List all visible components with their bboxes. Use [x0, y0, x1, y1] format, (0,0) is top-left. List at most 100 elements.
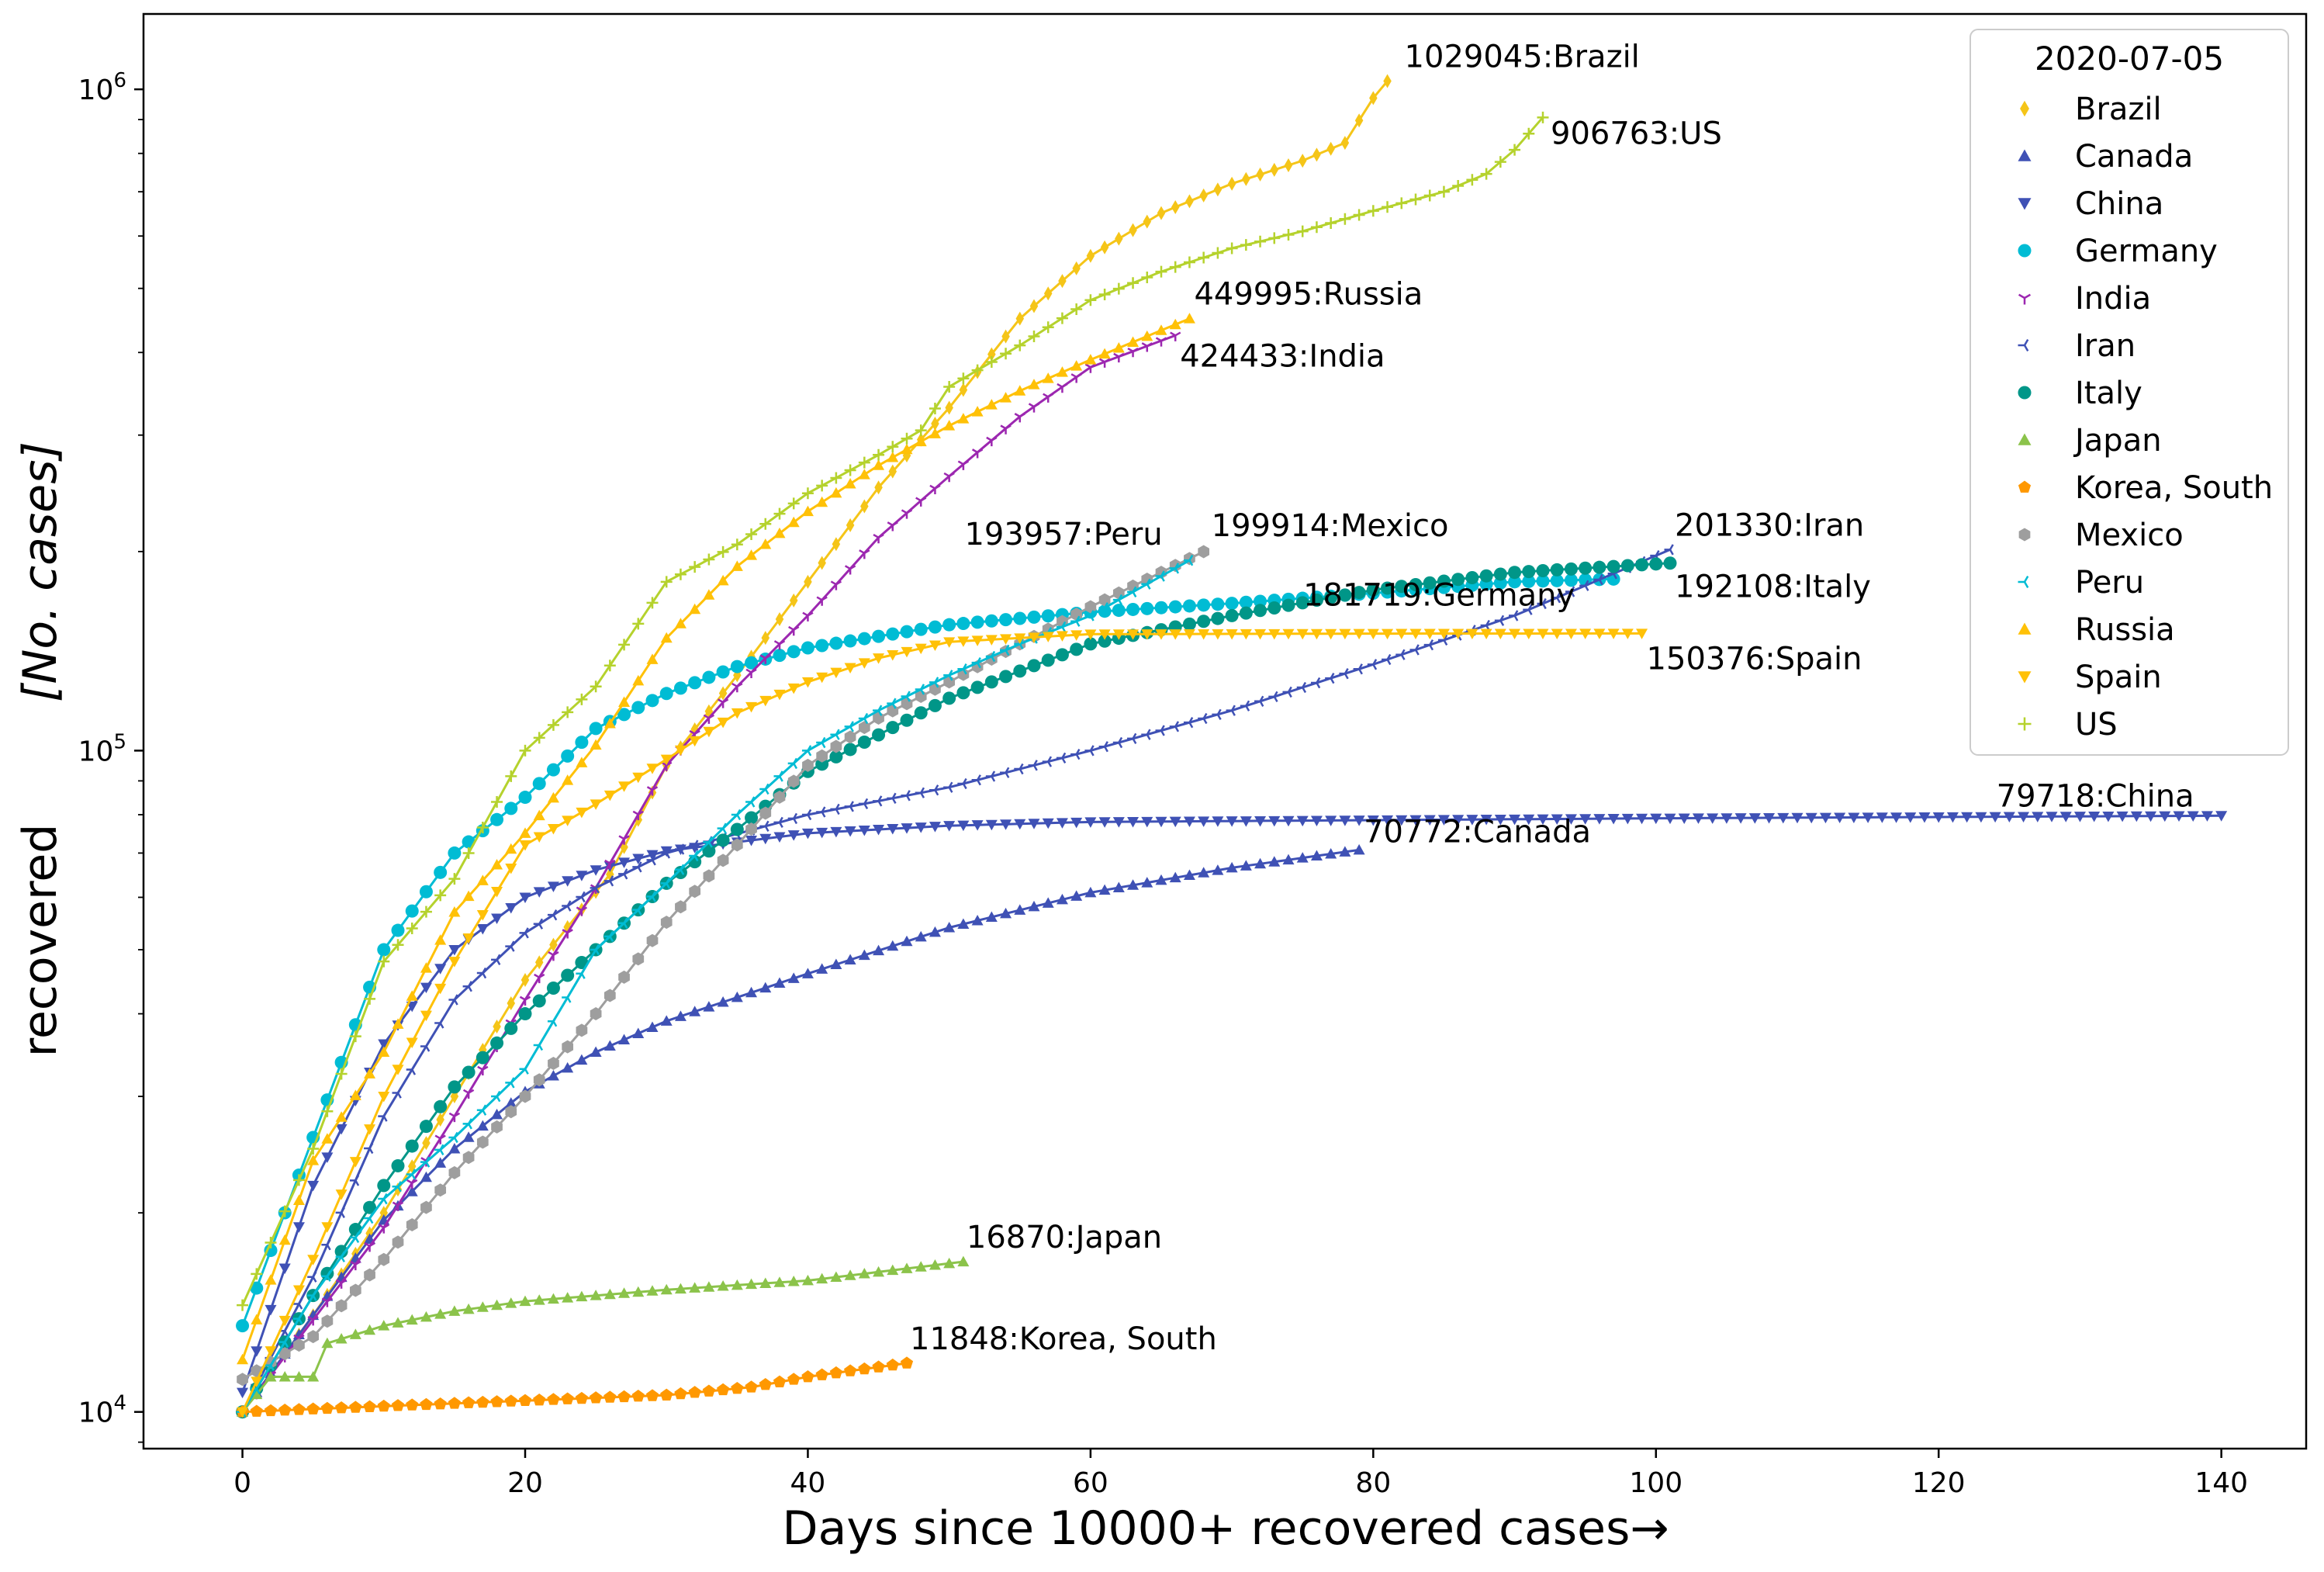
data-point [1523, 628, 1535, 639]
data-point [773, 507, 786, 520]
data-point [689, 1282, 701, 1293]
data-point [505, 843, 517, 854]
data-point [1028, 632, 1040, 643]
data-point [1551, 592, 1561, 604]
data-point [1212, 864, 1224, 875]
data-point [971, 364, 984, 376]
data-point [1523, 604, 1533, 615]
data-point [801, 745, 812, 757]
data-point [985, 650, 996, 663]
data-point [434, 1017, 444, 1029]
legend-marker [2018, 149, 2032, 161]
data-point [802, 611, 814, 622]
data-point [2215, 811, 2228, 822]
data-point [462, 890, 475, 902]
data-point [745, 656, 759, 670]
data-point [787, 774, 800, 788]
data-point [547, 823, 559, 835]
data-point [745, 836, 758, 847]
data-point [1281, 598, 1295, 612]
data-point [843, 743, 857, 757]
data-point [1466, 815, 1478, 826]
data-point [759, 654, 771, 664]
data-point [804, 574, 812, 589]
data-point [278, 1347, 291, 1361]
data-point [292, 1370, 305, 1382]
data-point [477, 1065, 489, 1076]
data-point [844, 464, 856, 476]
data-point [1508, 575, 1522, 589]
data-point [1805, 812, 1817, 824]
data-point [505, 864, 517, 874]
data-point [562, 1292, 574, 1303]
data-point [901, 691, 911, 702]
data-point [632, 861, 642, 873]
data-point [562, 900, 572, 912]
data-point [292, 1222, 305, 1233]
data-point [518, 1007, 532, 1021]
data-point [448, 846, 462, 860]
data-point [1593, 628, 1606, 639]
y-axis-unit-label: [No. cases] [13, 441, 67, 702]
data-point [1636, 628, 1648, 639]
data-point [392, 1087, 402, 1099]
data-point [1862, 812, 1874, 823]
data-point [292, 1174, 305, 1186]
data-point [1353, 815, 1365, 826]
data-point [731, 1382, 744, 1394]
series-italy [236, 556, 1677, 1419]
series-line [241, 549, 1671, 1413]
data-point [887, 1264, 899, 1276]
data-point [730, 660, 744, 673]
data-point [985, 770, 996, 782]
data-point [773, 640, 786, 650]
data-point [505, 770, 517, 782]
data-point [915, 930, 927, 942]
data-point [504, 1021, 518, 1035]
data-point [844, 1269, 856, 1280]
data-point [846, 518, 855, 532]
data-point [590, 739, 602, 750]
data-point [519, 892, 531, 903]
data-point [1141, 816, 1153, 828]
data-point [887, 650, 899, 661]
data-point [1536, 574, 1550, 588]
data-point [1564, 573, 1578, 587]
data-point [759, 783, 769, 795]
data-point [646, 933, 659, 947]
data-point [731, 991, 743, 1002]
data-point [872, 629, 886, 643]
data-point [434, 1397, 447, 1410]
data-point [618, 970, 630, 984]
data-point [547, 909, 558, 921]
data-point [703, 714, 715, 724]
legend-label: Mexico [2075, 518, 2184, 553]
data-point [490, 812, 504, 826]
data-point [1876, 812, 1888, 823]
data-point [1055, 648, 1069, 662]
data-point [589, 722, 603, 736]
data-point [717, 545, 729, 558]
data-point [1169, 629, 1181, 640]
data-point [1183, 816, 1195, 828]
data-point [1423, 189, 1436, 202]
data-point [859, 549, 870, 559]
data-point [307, 1370, 320, 1382]
data-point [335, 1299, 348, 1313]
data-point [504, 802, 518, 815]
data-point [1338, 588, 1352, 602]
data-point [873, 533, 884, 544]
data-point [364, 1242, 375, 1252]
data-point [1369, 91, 1378, 106]
data-point [873, 653, 885, 664]
data-point [1480, 168, 1492, 180]
data-point [335, 1124, 348, 1135]
data-point [462, 1118, 472, 1130]
data-point [773, 1276, 786, 1287]
data-point [237, 1387, 249, 1399]
data-point [618, 1287, 631, 1298]
data-point [731, 1279, 743, 1290]
series-line [241, 814, 2222, 1394]
data-point [759, 518, 772, 530]
data-point [816, 480, 828, 492]
